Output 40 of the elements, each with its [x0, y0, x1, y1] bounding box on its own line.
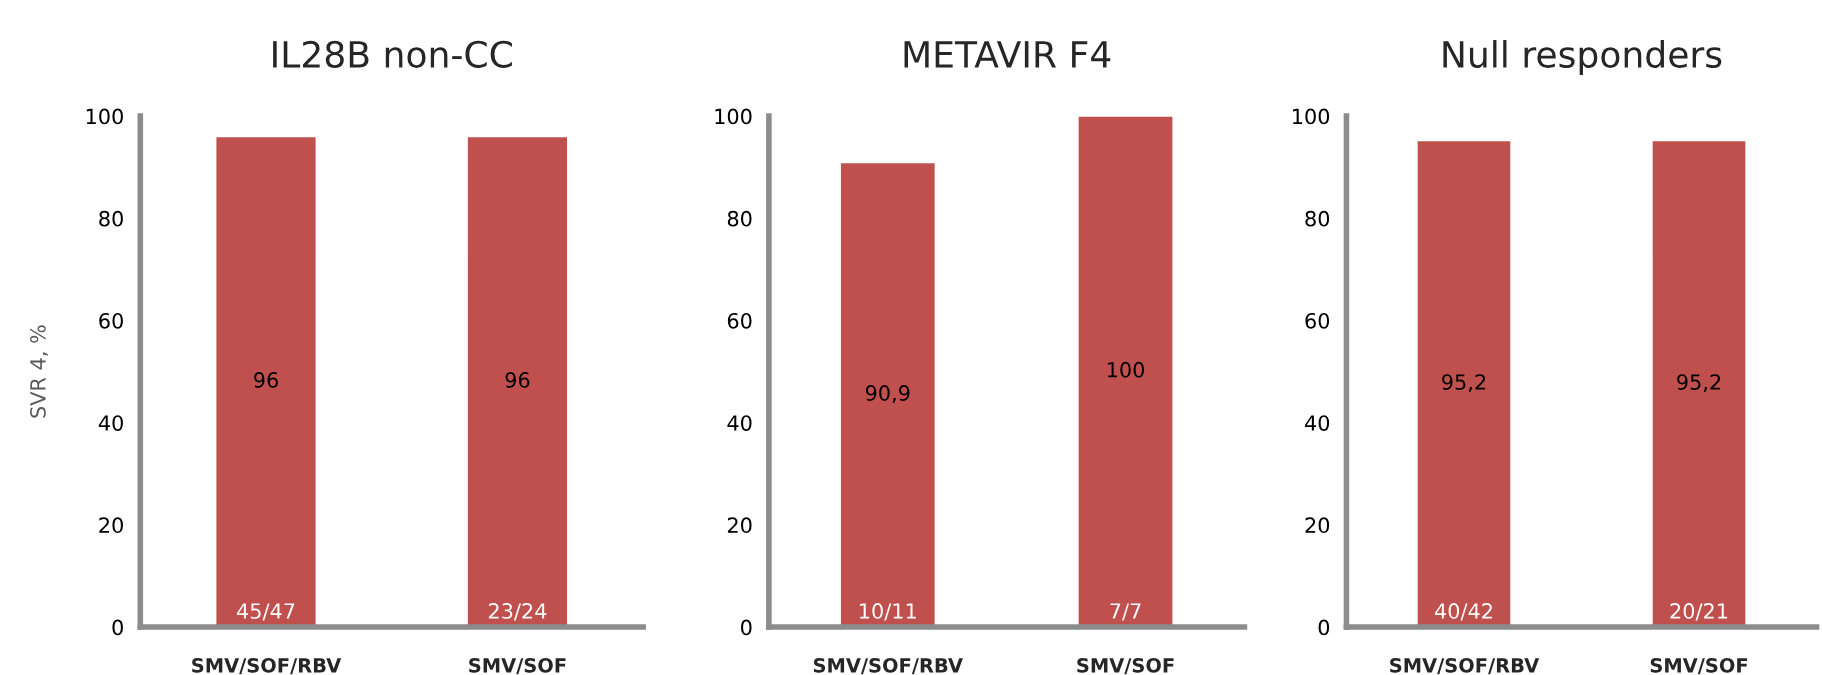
y-tick-label: 40 — [98, 415, 123, 431]
y-tick-label: 0 — [112, 619, 123, 636]
data-label: 100 — [1107, 361, 1145, 378]
y-axis-title: SVR 4, % — [30, 325, 48, 418]
annotation: 7/7 — [1110, 603, 1141, 621]
x-tick-label: SMV/SOF/RBV — [813, 657, 963, 675]
x-tick-label: SMV/SOF/RBV — [192, 657, 342, 675]
y-tick-label: 0 — [741, 619, 752, 636]
chart-title: IL28B non-CC — [273, 40, 512, 68]
chart-title: Null responders — [1443, 40, 1722, 75]
y-tick-label: 60 — [727, 312, 752, 329]
x-tick-label: SMV/SOF — [1650, 657, 1748, 675]
annotation: 20/21 — [1670, 603, 1728, 621]
annotation: 10/11 — [860, 603, 916, 621]
y-tick-label: 100 — [1293, 108, 1330, 125]
annotation: 40/42 — [1434, 603, 1492, 621]
data-label: 90,9 — [865, 385, 910, 404]
y-tick-label: 60 — [99, 312, 123, 329]
data-label: 96 — [505, 372, 530, 388]
chart-title: METAVIR F4 — [904, 41, 1111, 68]
y-tick-label: 60 — [1305, 312, 1330, 329]
y-tick-label: 0 — [1318, 619, 1330, 636]
y-tick-label: 20 — [99, 517, 123, 534]
y-tick-label: 80 — [727, 210, 752, 227]
y-tick-label: 80 — [1305, 210, 1330, 227]
x-tick-label: SMV/SOF/RBV — [1390, 657, 1540, 675]
y-tick-label: 100 — [86, 108, 123, 125]
y-tick-label: 40 — [727, 415, 752, 431]
data-label: 95,2 — [1677, 374, 1721, 393]
y-tick-label: 20 — [1305, 517, 1330, 534]
x-tick-label: SMV/SOF — [1077, 657, 1174, 675]
y-tick-label: 40 — [1304, 415, 1330, 431]
annotation: 45/47 — [237, 603, 295, 621]
data-label: 95,2 — [1442, 374, 1486, 393]
y-tick-label: 80 — [99, 210, 123, 227]
data-label: 96 — [254, 372, 278, 388]
y-tick-label: 100 — [715, 108, 752, 125]
x-tick-label: SMV/SOF — [469, 657, 566, 675]
y-tick-label: 20 — [727, 517, 752, 534]
annotation: 23/24 — [488, 603, 547, 621]
